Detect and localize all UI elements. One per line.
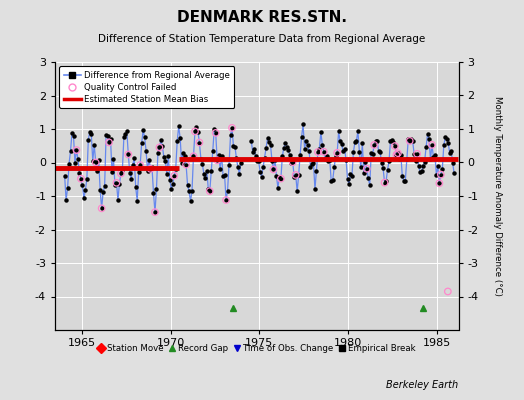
Point	[77, 176, 85, 182]
Point	[212, 130, 220, 136]
Point	[151, 209, 159, 215]
Point	[117, 170, 125, 177]
Point	[124, 151, 133, 158]
Point	[72, 147, 81, 153]
Point	[363, 166, 371, 172]
Point	[392, 152, 401, 158]
Point	[195, 139, 204, 146]
Point	[333, 150, 341, 156]
Point	[222, 197, 230, 203]
Legend: Difference from Regional Average, Quality Control Failed, Estimated Station Mean: Difference from Regional Average, Qualit…	[59, 66, 234, 108]
Point	[155, 144, 163, 151]
Point	[269, 166, 278, 173]
Point	[428, 142, 436, 148]
Point	[213, 157, 221, 164]
Point	[189, 153, 198, 160]
Point	[277, 176, 285, 182]
Point	[97, 205, 106, 212]
Legend: Station Move, Record Gap, Time of Obs. Change, Empirical Break: Station Move, Record Gap, Time of Obs. C…	[95, 341, 418, 356]
Text: DENMARK RES.STN.: DENMARK RES.STN.	[177, 10, 347, 25]
Point	[444, 288, 452, 295]
Point	[413, 151, 421, 157]
Text: Berkeley Earth: Berkeley Earth	[386, 380, 458, 390]
Point	[191, 128, 199, 135]
Point	[380, 180, 389, 186]
Point	[105, 139, 113, 146]
Point	[435, 180, 443, 186]
Point	[394, 150, 402, 156]
Point	[314, 149, 322, 155]
Text: Difference of Station Temperature Data from Regional Average: Difference of Station Temperature Data f…	[99, 34, 425, 44]
Point	[370, 142, 378, 148]
Y-axis label: Monthly Temperature Anomaly Difference (°C): Monthly Temperature Anomaly Difference (…	[493, 96, 501, 296]
Point	[291, 172, 300, 178]
Point	[170, 172, 178, 179]
Point	[182, 162, 190, 168]
Point	[436, 171, 445, 178]
Point	[320, 148, 328, 155]
Point	[112, 180, 121, 186]
Point	[136, 162, 144, 168]
Point	[289, 159, 297, 166]
Point	[228, 125, 236, 131]
Point	[391, 143, 399, 149]
Point	[205, 188, 214, 194]
Point	[92, 159, 100, 166]
Point	[146, 166, 155, 172]
Point	[406, 138, 414, 144]
